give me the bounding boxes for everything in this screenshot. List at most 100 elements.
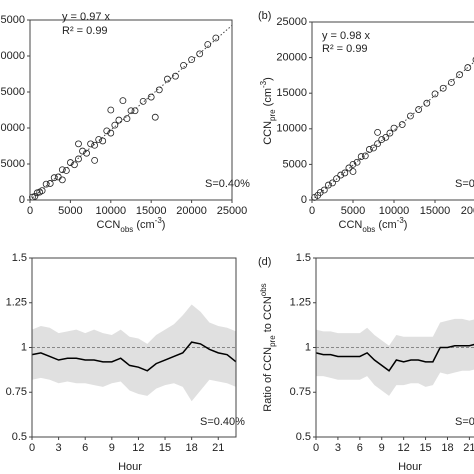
point: [71, 161, 78, 169]
point: [103, 127, 111, 135]
axis-label: Hour: [398, 461, 422, 473]
label-part: -3: [259, 80, 268, 88]
point: [91, 141, 99, 149]
point: [180, 61, 187, 69]
y-tick-label: 1.5: [296, 252, 311, 264]
label-part: ): [404, 219, 408, 231]
point: [99, 137, 107, 145]
point: [139, 97, 147, 105]
x-tick-label: 18: [186, 442, 198, 454]
annotation: y = 0.98 x: [322, 30, 371, 42]
label-part: Ratio of CCN: [262, 347, 274, 412]
point: [398, 121, 406, 128]
y-tick-label: 0.75: [290, 386, 311, 398]
point: [370, 144, 377, 152]
y-tick-label: 25000: [276, 16, 307, 28]
point: [374, 140, 382, 148]
band: [32, 304, 236, 402]
x-tick-label: 21: [463, 442, 474, 454]
y-tick-label: 5000: [283, 158, 307, 170]
point: [212, 34, 220, 42]
point: [58, 176, 66, 184]
y-tick-label: 0.5: [12, 431, 27, 443]
y-tick-label: 1.25: [6, 297, 27, 309]
y-tick-label: 1.25: [290, 297, 311, 309]
point: [123, 115, 131, 123]
x-tick-label: 12: [398, 442, 410, 454]
y-tick-label: 1.5: [12, 252, 27, 264]
x-tick-label: 3: [335, 442, 341, 454]
point: [107, 129, 115, 137]
point: [423, 99, 431, 107]
point: [50, 174, 58, 182]
x-tick-label: 15: [159, 442, 171, 454]
point: [365, 146, 373, 153]
x-tick-label: 5000: [58, 205, 82, 217]
x-tick-label: 6: [357, 442, 363, 454]
point: [38, 187, 46, 195]
point: [415, 106, 423, 113]
y-tick-label: 25000: [0, 14, 25, 26]
x-tick-label: 0: [309, 205, 315, 217]
x-tick-label: 0: [313, 442, 319, 454]
point: [54, 173, 62, 181]
y-tick-label: 10000: [276, 123, 307, 135]
y-tick-label: 0: [19, 194, 25, 206]
point: [147, 93, 155, 101]
point: [353, 158, 361, 166]
point: [163, 75, 171, 83]
x-tick-label: 3: [56, 442, 62, 454]
x-tick-label: 12: [132, 442, 144, 454]
x-tick-label: 15: [419, 442, 431, 454]
point: [46, 180, 54, 187]
x-tick-label: 20000: [461, 205, 474, 217]
point: [87, 140, 94, 148]
point: [111, 121, 119, 129]
point: [67, 159, 74, 166]
point: [349, 160, 357, 168]
x-tick-label: 0: [27, 205, 33, 217]
y-tick-label: 1: [21, 341, 27, 353]
point: [79, 147, 86, 155]
point: [75, 155, 82, 163]
label-part: pre: [268, 335, 277, 347]
annotation: R² = 0.99: [322, 43, 368, 55]
point: [127, 107, 135, 115]
point: [472, 56, 474, 63]
point: [382, 133, 390, 141]
point: [456, 71, 464, 79]
y-tick-label: 15000: [276, 87, 307, 99]
point: [75, 140, 82, 148]
y-tick-label: 0: [301, 194, 307, 206]
point: [357, 153, 365, 160]
point: [386, 129, 394, 137]
point: [151, 113, 159, 121]
x-tick-label: 15000: [420, 205, 451, 217]
annotation: S=0.40%: [200, 416, 245, 428]
label-part: CCN: [262, 121, 274, 145]
point: [406, 112, 414, 120]
panel-label: (d): [258, 256, 271, 268]
label-part: obs: [120, 225, 133, 234]
axis-label: CCNobs (cm-3): [97, 216, 166, 234]
axis-label: Hour: [118, 461, 142, 473]
point: [431, 90, 439, 98]
label-part: to CCN: [262, 296, 274, 335]
point: [95, 136, 103, 143]
x-tick-label: 10000: [379, 205, 410, 217]
point: [447, 79, 455, 86]
x-tick-label: 21: [212, 442, 224, 454]
point: [349, 168, 357, 175]
label-part: ): [162, 219, 166, 231]
x-tick-label: 6: [82, 442, 88, 454]
x-tick-label: 5000: [341, 205, 365, 217]
x-tick-label: 18: [441, 442, 453, 454]
point: [58, 166, 66, 174]
y-tick-label: 20000: [0, 50, 25, 62]
point: [341, 169, 349, 177]
axis-label: CCNpre (cm-3): [259, 77, 277, 145]
point: [115, 116, 123, 124]
point: [345, 164, 353, 172]
band: [316, 318, 474, 396]
